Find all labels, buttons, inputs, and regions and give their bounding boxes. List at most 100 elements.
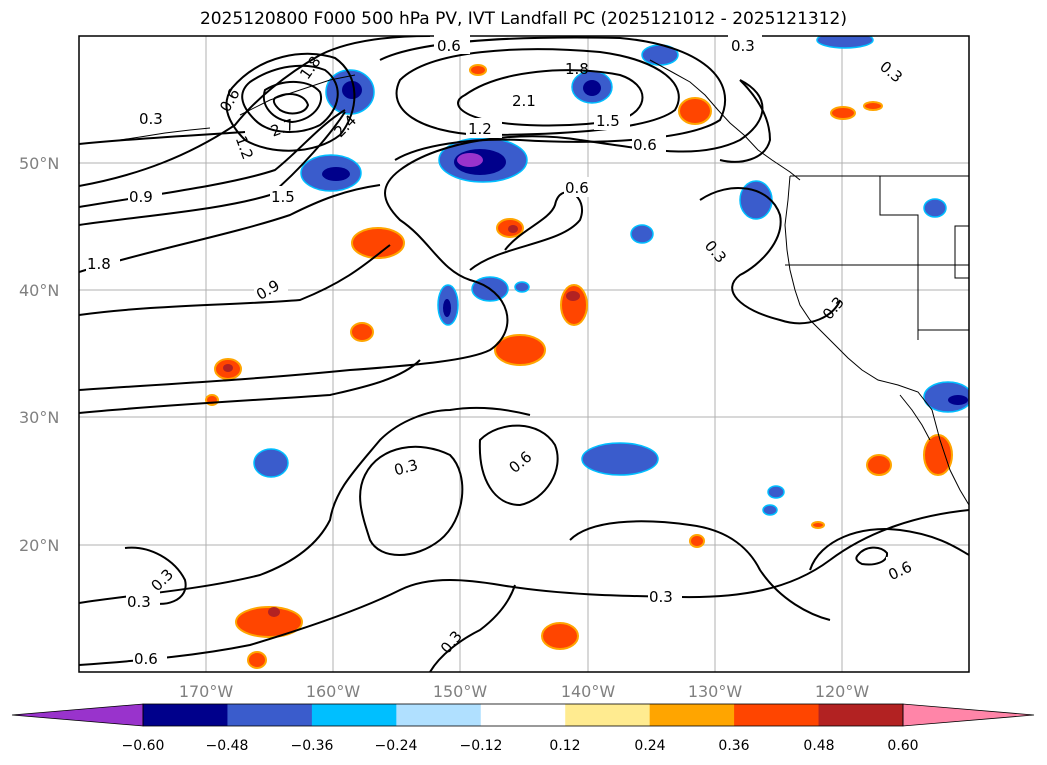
alaska-bc-coast <box>649 59 801 181</box>
contour-label: 2.1 <box>512 92 536 110</box>
colorbar-segment <box>396 704 482 726</box>
pos-patch-mexico <box>923 434 953 476</box>
map-title: 2025120800 F000 500 hPa PV, IVT Landfall… <box>199 9 847 29</box>
contour-label-boxes <box>86 34 922 668</box>
contour-0.9-north <box>79 109 346 208</box>
positive-pc-shading <box>205 64 953 669</box>
pos-patch-8 <box>469 64 487 76</box>
contour-label: 1.2 <box>232 133 257 162</box>
lon-label-130w: 130°W <box>688 682 743 701</box>
colorbar-segment <box>311 704 397 726</box>
contour-1.5-east <box>379 36 726 161</box>
contour-label: 0.6 <box>633 136 657 154</box>
colorbar-tick: −0.24 <box>375 738 418 754</box>
contour-label: 0.3 <box>437 627 466 657</box>
contour-label: 0.3 <box>127 593 151 611</box>
colorbar-tick: −0.36 <box>291 738 334 754</box>
state-border-4 <box>954 225 969 279</box>
neg-patch-mid-4 <box>630 224 654 244</box>
colorbar-segment <box>565 704 651 726</box>
negative-pc-shading <box>253 36 969 516</box>
contour-label: 0.9 <box>129 188 153 206</box>
contour-label: 0.6 <box>216 85 244 115</box>
contour-0.6-south <box>569 520 831 621</box>
contour-1.8-east <box>395 48 680 137</box>
colorbar-segment <box>734 704 820 726</box>
state-border-1 <box>879 176 969 331</box>
neg-extreme-core <box>457 153 483 167</box>
colorbar-frame <box>142 703 904 727</box>
contour-label: 0.3 <box>392 456 420 480</box>
pos-patch-17 <box>811 521 825 529</box>
contour-label: 0.6 <box>134 650 158 668</box>
colorbar-segment <box>227 704 313 726</box>
neg-patch-mid-3 <box>514 281 530 293</box>
contour-label: 0.3 <box>876 57 906 86</box>
contour-0.3-bottom <box>429 584 516 672</box>
pos-patch-14 <box>235 606 303 638</box>
longitude-labels: 170°W 160°W 150°W 140°W 130°W 120°W <box>179 682 870 701</box>
pos-patch-11 <box>863 101 883 111</box>
neg-patch-subtropical <box>581 442 659 476</box>
contour-label: 1.8 <box>87 255 111 273</box>
colorbar-tick: 0.60 <box>887 738 918 754</box>
contour-label: 0.3 <box>139 110 163 128</box>
neg-patch-sub-2 <box>767 485 785 499</box>
pos-core-2 <box>508 225 518 233</box>
contour-label: 1.8 <box>296 53 324 83</box>
lon-label-170w: 170°W <box>179 682 234 701</box>
neg-core-4 <box>583 80 601 96</box>
lon-label-160w: 160°W <box>306 682 361 701</box>
contour-0.3-mid <box>79 79 764 391</box>
neg-core-5 <box>443 299 451 317</box>
contour-0.3-east <box>699 187 841 325</box>
colorbar-segment <box>649 704 735 726</box>
pos-patch-3 <box>350 322 374 342</box>
lon-label-150w: 150°W <box>433 682 488 701</box>
contour-0.3-loop <box>359 445 464 556</box>
us-mexico-coast <box>784 175 969 506</box>
pos-patch-5 <box>560 284 588 326</box>
contour-0.3-low <box>79 359 421 414</box>
coastlines <box>119 59 969 506</box>
contour-0.6-mid <box>469 191 583 271</box>
colorbar-tick: −0.48 <box>206 738 249 754</box>
aleutian-islands <box>119 127 211 141</box>
pos-patch-10 <box>830 106 856 120</box>
colorbar-segments <box>143 704 904 726</box>
contour-label: 1.5 <box>271 188 295 206</box>
contour-0.3-north <box>79 131 246 145</box>
pos-patch-16 <box>541 622 579 650</box>
colorbar-tick: 0.24 <box>634 738 665 754</box>
gridlines <box>79 36 969 672</box>
neg-patch-hawaii-west <box>253 448 289 478</box>
contour-0.6-se <box>809 528 969 571</box>
lon-label-120w: 120°W <box>815 682 870 701</box>
colorbar: −0.60 −0.48 −0.36 −0.24 −0.12 0.12 0.24 … <box>11 703 1035 754</box>
pos-patch-9 <box>678 97 712 125</box>
baja-peninsula <box>899 394 931 441</box>
contour-0.6-north <box>79 36 431 187</box>
contour-label: 0.6 <box>565 179 589 197</box>
neg-patch-bc <box>739 180 773 220</box>
contour-2.1-ring <box>225 52 356 152</box>
colorbar-tick: 0.36 <box>718 738 749 754</box>
colorbar-min-extension <box>11 703 144 727</box>
neg-patch-canada <box>816 36 874 49</box>
lon-label-140w: 140°W <box>561 682 616 701</box>
pos-patch-13 <box>689 534 705 548</box>
neg-core-6 <box>948 395 968 405</box>
contour-0.6-loop <box>478 424 559 507</box>
pos-patch-1 <box>351 227 405 259</box>
contour-0.9-se-loop <box>855 546 888 566</box>
colorbar-max-extension <box>902 703 1035 727</box>
alaska-peninsula <box>239 74 356 116</box>
pos-core-3 <box>268 607 280 617</box>
contour-0.3-southwest <box>79 406 531 604</box>
contour-label: 1.8 <box>565 60 589 78</box>
pos-core-1 <box>566 291 580 301</box>
contour-2.4-ring <box>241 64 339 133</box>
colorbar-segment <box>143 704 228 726</box>
contour-0.3-south-small <box>124 546 187 605</box>
